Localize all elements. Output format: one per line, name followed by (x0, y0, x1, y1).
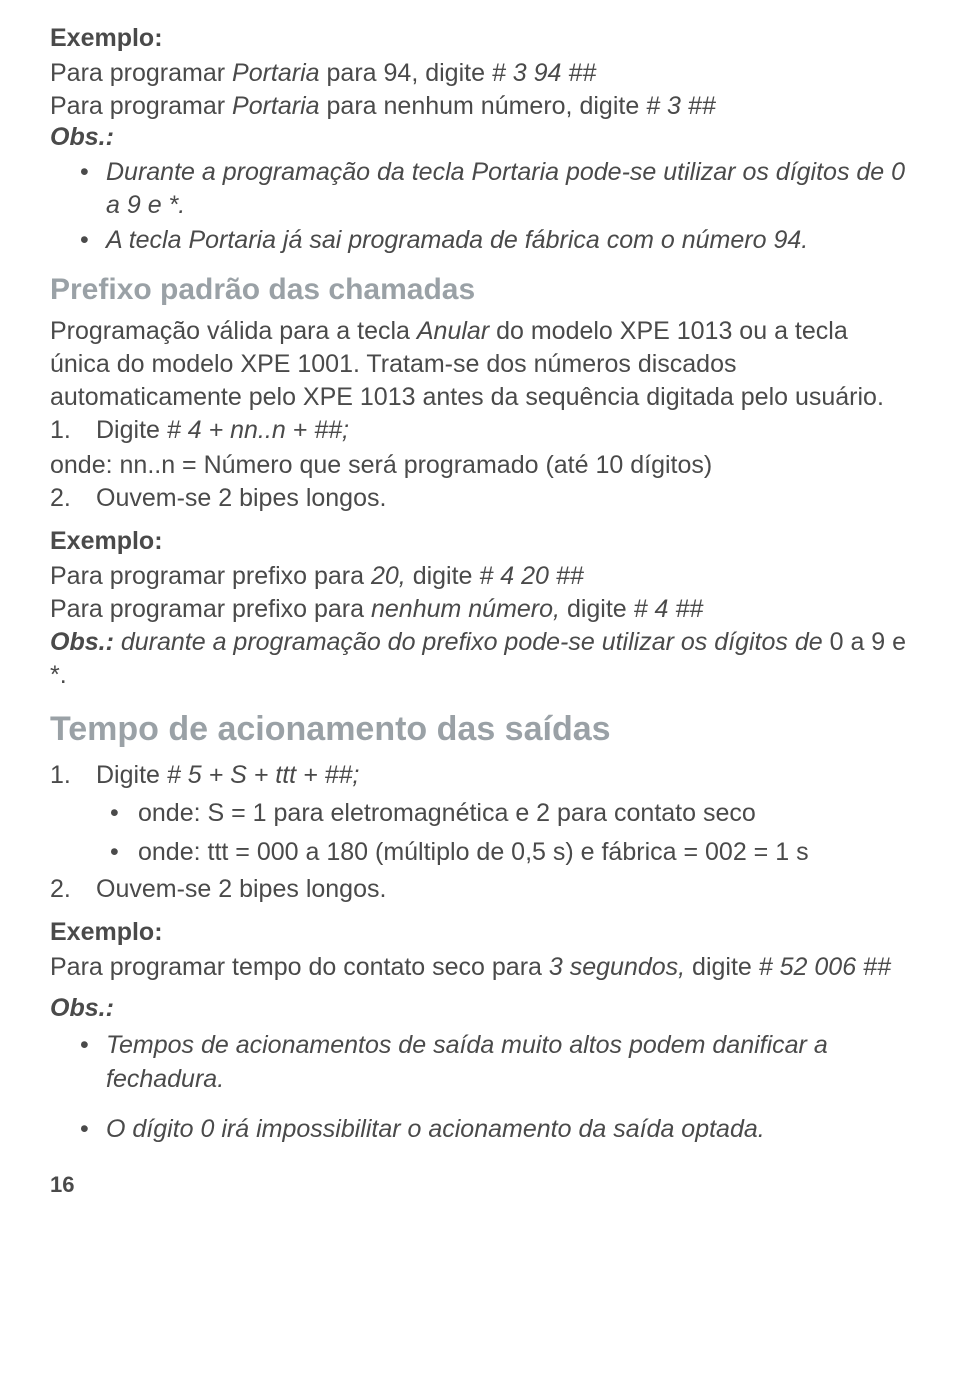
code: # 4 ## (634, 595, 704, 623)
text: Para programar (50, 92, 232, 120)
obs-label: Obs.: (50, 994, 910, 1023)
page: Exemplo: Para programar Portaria para 94… (0, 0, 960, 1218)
text: Digite (96, 761, 167, 789)
list-item: A tecla Portaria já sai programada de fá… (80, 224, 910, 257)
list-item: O dígito 0 irá impossibilitar o acioname… (80, 1113, 910, 1147)
example-line: Para programar prefixo para nenhum númer… (50, 593, 910, 626)
text: Digite (96, 416, 167, 444)
code: # 3 ## (646, 92, 716, 120)
obs-label: Obs.: (50, 123, 910, 152)
example-label: Exemplo: (50, 527, 910, 556)
obs-line: Obs.: durante a programação do prefixo p… (50, 626, 910, 692)
text-italic: Anular (417, 317, 489, 345)
example-line: Para programar prefixo para 20, digite #… (50, 560, 910, 593)
text: digite (560, 595, 634, 623)
code: # 3 94 ## (492, 59, 596, 87)
obs-bullets: Tempos de acionamentos de saída muito al… (80, 1029, 910, 1146)
list-item: Digite # 5 + S + ttt + ##; (50, 759, 910, 792)
list-item: onde: S = 1 para eletromagnética e 2 par… (110, 796, 910, 831)
example-line-1: Para programar Portaria para 94, digite … (50, 57, 910, 90)
ordered-list-cont: Ouvem-se 2 bipes longos. (50, 873, 910, 906)
paragraph: Programação válida para a tecla Anular d… (50, 315, 910, 414)
code: # 52 006 ## (759, 953, 891, 981)
text-italic: 20, (371, 562, 406, 590)
text-italic: Portaria (232, 92, 320, 120)
text: Para programar tempo do contato seco par… (50, 953, 549, 981)
text-italic: nenhum número, (371, 595, 560, 623)
obs-bullets: Durante a programação da tecla Portaria … (80, 156, 910, 257)
sub-line: onde: nn..n = Número que será programado… (50, 449, 910, 482)
text-italic: # 5 + S + ttt + ##; (167, 761, 360, 789)
page-number: 16 (50, 1172, 910, 1198)
obs-bold: Obs.: (50, 628, 121, 656)
text: Programação válida para a tecla (50, 317, 417, 345)
list-item: onde: ttt = 000 a 180 (múltiplo de 0,5 s… (110, 835, 910, 870)
text: Para programar prefixo para (50, 562, 371, 590)
section-heading: Tempo de acionamento das saídas (50, 710, 910, 749)
list-item: Durante a programação da tecla Portaria … (80, 156, 910, 222)
text: para nenhum número, digite (320, 92, 647, 120)
list-item: Ouvem-se 2 bipes longos. (50, 482, 910, 515)
text: Para programar prefixo para (50, 595, 371, 623)
ordered-list: Digite # 5 + S + ttt + ##; (50, 759, 910, 792)
section-heading: Prefixo padrão das chamadas (50, 273, 910, 307)
list-item: Ouvem-se 2 bipes longos. (50, 873, 910, 906)
example-label: Exemplo: (50, 24, 910, 53)
example-line-2: Para programar Portaria para nenhum núme… (50, 90, 910, 123)
list-item: Tempos de acionamentos de saída muito al… (80, 1029, 910, 1097)
list-item: Digite # 4 + nn..n + ##; (50, 414, 910, 447)
example-label: Exemplo: (50, 918, 910, 947)
code: # 4 20 ## (479, 562, 583, 590)
sub-bullets: onde: S = 1 para eletromagnética e 2 par… (110, 796, 910, 869)
obs-italic: durante a programação do prefixo pode-se… (121, 628, 823, 656)
text-italic: # 4 + nn..n + ##; (167, 416, 349, 444)
text-italic: Portaria (232, 59, 320, 87)
text: digite (406, 562, 480, 590)
example-line: Para programar tempo do contato seco par… (50, 951, 910, 984)
text: digite (685, 953, 759, 981)
ordered-list-cont: Ouvem-se 2 bipes longos. (50, 482, 910, 515)
ordered-list: Digite # 4 + nn..n + ##; (50, 414, 910, 447)
text: para 94, digite (320, 59, 492, 87)
text: Para programar (50, 59, 232, 87)
text-italic: 3 segundos, (549, 953, 685, 981)
